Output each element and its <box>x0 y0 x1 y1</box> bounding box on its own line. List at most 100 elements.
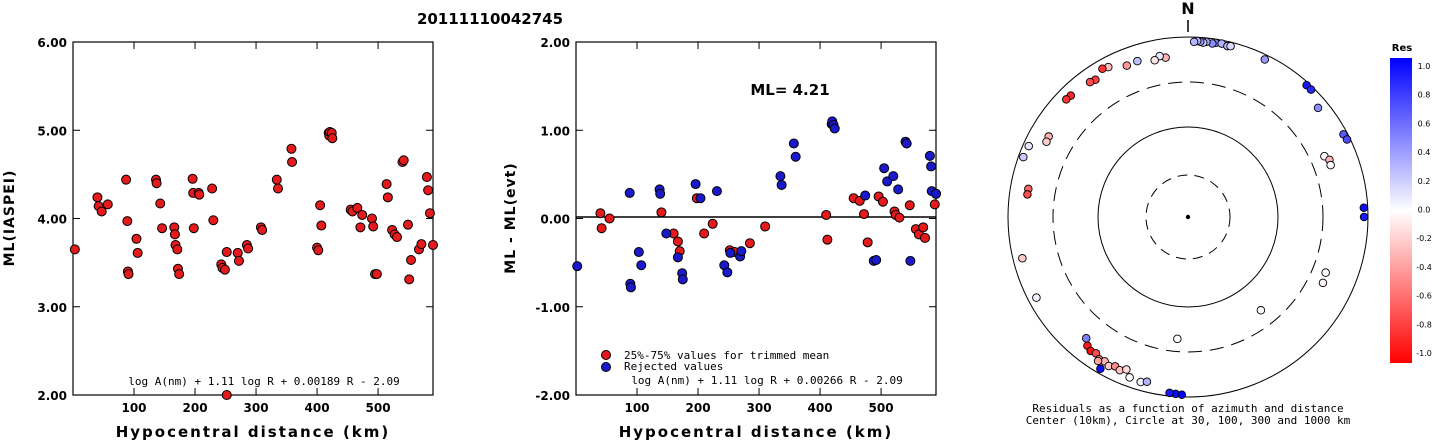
ml-iaspei-point <box>233 255 244 266</box>
ml-iaspei-xtick-label: 200 <box>183 401 208 415</box>
panel-ml-iaspei-xticks: 100 200 300 400 500 <box>121 42 391 415</box>
ml-iaspei-ytick-label: 3.00 <box>37 301 67 315</box>
ml-iaspei-point <box>92 192 103 203</box>
ml-iaspei-point <box>271 174 282 185</box>
ml-residual-xtick-label: 300 <box>747 401 772 415</box>
accepted-point <box>744 238 755 249</box>
colorbar-tick-label: 1.0 <box>1418 62 1431 71</box>
ml-iaspei-point <box>368 221 379 232</box>
accepted-point <box>929 199 940 210</box>
station-residual-marker <box>1189 37 1199 47</box>
accepted-point <box>822 234 833 245</box>
ring-300km <box>1052 81 1324 353</box>
rejected-point <box>924 150 935 161</box>
ring-30km <box>1145 174 1231 260</box>
ml-iaspei-point <box>423 185 434 196</box>
ml-iaspei-point <box>382 192 393 203</box>
accepted-point <box>672 236 683 247</box>
ml-iaspei-point <box>194 189 205 200</box>
ml-iaspei-point <box>187 173 198 184</box>
ml-iaspei-point <box>316 220 327 231</box>
station-residual-marker <box>1122 365 1131 374</box>
ml-iaspei-point <box>355 222 366 233</box>
rejected-point <box>636 260 647 271</box>
station-residual-marker <box>1093 356 1103 366</box>
accepted-point <box>920 232 931 243</box>
rejected-point <box>661 228 672 239</box>
ml-iaspei-point <box>157 223 168 234</box>
ml-iaspei-point <box>188 223 199 234</box>
rejected-point <box>860 190 871 201</box>
accepted-point <box>862 237 873 248</box>
ml-iaspei-point <box>406 254 417 265</box>
station-residual-markers <box>1018 36 1369 400</box>
ml-residual-xtick-label: 200 <box>686 401 711 415</box>
legend-rejected-marker <box>601 362 611 372</box>
panel-ml-residual-ylabel: ML - ML(evt) <box>503 162 519 273</box>
ml-iaspei-xtick-label: 400 <box>305 401 330 415</box>
station-residual-marker <box>1226 41 1235 51</box>
legend-rejected-label: Rejected values <box>624 360 723 373</box>
station-residual-marker <box>1150 55 1159 65</box>
ml-iaspei-point <box>327 133 338 144</box>
ml-iaspei-point <box>257 224 268 235</box>
station-residual-marker <box>1024 141 1033 151</box>
ml-iaspei-point <box>169 229 180 240</box>
ml-iaspei-point <box>273 183 284 194</box>
map-caption-line2: Center (10km), Circle at 30, 100, 300 an… <box>1026 414 1351 427</box>
ml-iaspei-point <box>371 269 382 280</box>
ml-residual-ytick-label: -1.00 <box>535 301 570 315</box>
rejected-point <box>624 187 635 198</box>
station-residual-marker <box>1306 85 1316 94</box>
residual-colorbar: Res 1.0 0.8 0.6 0.4 0.2 0.0 -0.2 -0.4 -0.6 -0.8 -1… <box>1390 43 1432 363</box>
panel-ml-residual-xticks: 100 200 300 400 500 <box>624 42 894 415</box>
epicenter-dot <box>1185 214 1191 220</box>
rejected-point <box>722 267 733 278</box>
ml-iaspei-point <box>151 178 162 189</box>
ml-iaspei-point <box>392 232 402 243</box>
ml-residual-ytick-label: 1.00 <box>540 124 570 138</box>
ml-iaspei-point <box>352 202 363 213</box>
accepted-point <box>821 209 832 220</box>
rejected-point <box>893 184 904 195</box>
station-residual-marker <box>1042 137 1051 147</box>
ml-iaspei-point <box>131 233 142 244</box>
accepted-point <box>595 208 606 219</box>
accepted-point <box>699 228 710 239</box>
colorbar-tick-label: 0.8 <box>1418 91 1431 100</box>
colorbar-tick-label: -0.4 <box>1416 263 1432 272</box>
panel-ml-residual-xlabel: Hypocentral distance (km) <box>619 423 894 441</box>
ml-iaspei-point <box>424 208 435 219</box>
colorbar-tick-label: 0.2 <box>1418 177 1431 186</box>
rejected-point <box>829 123 840 134</box>
rejected-point <box>931 188 941 199</box>
ml-iaspei-point <box>155 198 166 209</box>
station-residual-marker <box>1173 334 1182 344</box>
rejected-point <box>633 247 644 258</box>
ml-iaspei-point <box>123 269 134 280</box>
station-residual-marker <box>1142 377 1152 386</box>
station-residual-marker <box>1018 254 1027 263</box>
ring-100km <box>1097 126 1279 308</box>
ml-iaspei-point <box>421 172 432 183</box>
ml-iaspei-point <box>207 183 218 194</box>
accepted-point <box>596 223 607 234</box>
colorbar-tick-label: -0.2 <box>1416 234 1432 243</box>
ml-iaspei-point <box>381 179 392 190</box>
ml-residual-xtick-label: 100 <box>624 401 649 415</box>
legend-accepted-label: 25%-75% values for trimmed mean <box>624 349 829 362</box>
rejected-point <box>690 179 701 190</box>
station-residual-marker <box>1326 160 1335 170</box>
station-residual-marker <box>1359 212 1369 222</box>
colorbar-tick-label: 0.0 <box>1418 206 1431 215</box>
rejected-point <box>776 179 787 190</box>
ml-iaspei-point <box>132 247 143 258</box>
colorbar-tick-label: -1.0 <box>1416 349 1432 358</box>
rejected-point <box>625 282 636 293</box>
station-residual-marker <box>1096 364 1105 373</box>
ml-iaspei-ytick-label: 2.00 <box>37 389 67 403</box>
ml-iaspei-point <box>313 245 324 256</box>
station-residual-marker <box>1256 306 1266 315</box>
station-residual-marker <box>1177 390 1187 400</box>
ml-iaspei-ytick-label: 5.00 <box>37 124 67 138</box>
